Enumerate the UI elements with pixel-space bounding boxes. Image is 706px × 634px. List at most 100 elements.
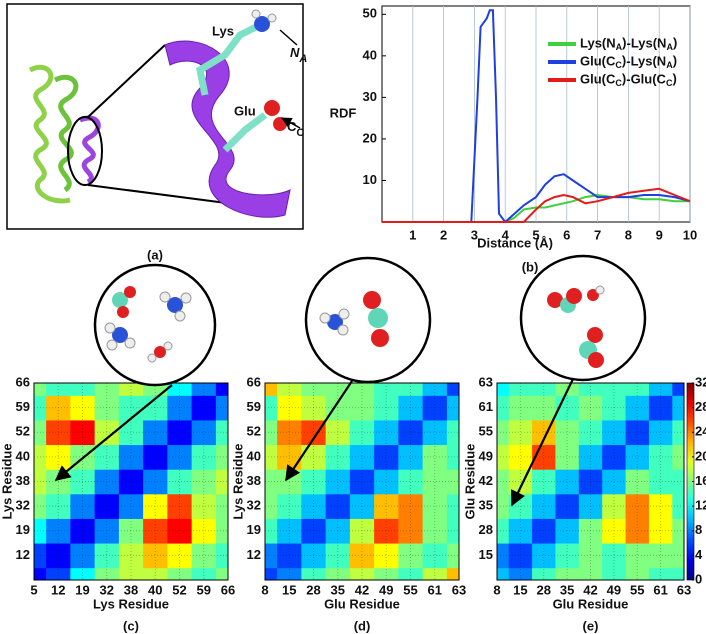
heat-cell xyxy=(215,419,228,446)
heat-cell xyxy=(301,469,327,495)
heat-cell xyxy=(191,383,217,396)
x-tick-label: 55 xyxy=(630,582,644,597)
heat-cell xyxy=(70,469,96,495)
heat-cell xyxy=(325,543,351,569)
heat-cell xyxy=(349,469,375,495)
heat-cell xyxy=(625,493,650,519)
heat-cell xyxy=(34,469,47,495)
x-tick-label: 42 xyxy=(583,582,597,597)
x-tick-label: 61 xyxy=(428,582,442,597)
heat-cell xyxy=(301,518,327,544)
heat-cell xyxy=(374,567,399,580)
heat-cell xyxy=(532,493,556,519)
heat-cell xyxy=(325,419,351,446)
heat-cell xyxy=(349,518,375,544)
heat-cell xyxy=(325,444,351,470)
y-tick-label: 40 xyxy=(247,448,261,463)
x-tick-label: 1 xyxy=(409,227,416,242)
heat-cell xyxy=(191,469,217,495)
y-tick-label: 42 xyxy=(479,473,493,488)
heat-cell xyxy=(277,518,302,544)
heat-cell xyxy=(349,493,375,519)
colorbar-label: 24 xyxy=(695,424,706,439)
legend-label: Lys(NA)-Lys(NA) xyxy=(580,35,677,52)
heat-cell xyxy=(143,567,168,580)
x-tick-label: 32 xyxy=(100,582,114,597)
heat-cell xyxy=(325,567,351,580)
heatmap: 8 15 28 35 42 49 55 61 63 15 28 35 42 49 55 61 63 Glu Res… xyxy=(462,374,706,633)
y-tick-label: 59 xyxy=(247,399,261,414)
heat-cell xyxy=(349,383,375,396)
heat-cell xyxy=(191,444,217,470)
y-tick-label: 38 xyxy=(247,473,261,488)
y-tick-label: 52 xyxy=(247,424,261,439)
heat-cell xyxy=(497,567,510,580)
y-tick-label: 40 xyxy=(16,448,30,463)
x-tick-label: 55 xyxy=(403,582,417,597)
heat-cell xyxy=(301,567,327,580)
legend-label: Glu(CC)-Glu(CC) xyxy=(580,71,677,88)
heat-cell xyxy=(555,444,580,470)
y-tick-label: 40 xyxy=(363,47,377,62)
heat-cell xyxy=(398,419,424,446)
heat-cell xyxy=(446,383,459,396)
heat-cell xyxy=(446,444,459,470)
rdf-line xyxy=(382,187,691,223)
heat-cell xyxy=(167,444,193,470)
y-tick-label: 63 xyxy=(479,374,493,389)
heat-cell xyxy=(215,518,228,544)
heat-cell xyxy=(265,383,278,396)
y-tick-label: 59 xyxy=(16,399,30,414)
heat-cell xyxy=(265,444,278,470)
heat-cell xyxy=(672,518,684,544)
x-tick-label: 5 xyxy=(532,227,539,242)
heat-cell xyxy=(422,518,448,544)
heat-cell xyxy=(398,469,424,495)
y-axis-label: Lys Residue xyxy=(0,443,14,519)
cells xyxy=(497,383,684,580)
heat-cell xyxy=(672,419,684,446)
heat-cell xyxy=(215,567,228,580)
heat-cell xyxy=(301,543,327,569)
heat-cell xyxy=(349,395,375,421)
x-tick-label: 66 xyxy=(221,582,235,597)
heat-cell xyxy=(277,567,302,580)
heat-cell xyxy=(672,567,684,580)
heat-cell xyxy=(167,383,193,396)
heat-cell xyxy=(398,395,424,421)
heat-cell xyxy=(191,395,217,421)
heat-cell xyxy=(374,419,399,446)
x-tick-label: 63 xyxy=(452,582,466,597)
heat-cell xyxy=(398,444,424,470)
heat-cell xyxy=(555,469,580,495)
heat-cell xyxy=(625,395,650,421)
heat-cell xyxy=(265,419,278,446)
colorbar-label: 8 xyxy=(695,522,702,537)
x-tick-label: 28 xyxy=(306,582,320,597)
y-axis-label: RDF xyxy=(330,105,357,120)
heat-cell xyxy=(446,395,459,421)
y-tick-label: 52 xyxy=(16,424,30,439)
heat-cell xyxy=(94,493,120,519)
heatmap: 8 15 28 35 42 49 55 61 63 12 19 32 38 40 52 59 66 Glu Res… xyxy=(230,374,466,633)
heat-cell xyxy=(374,543,399,569)
heat-cell xyxy=(532,567,556,580)
heat-cell xyxy=(497,493,510,519)
heat-cell xyxy=(578,419,603,446)
y-tick-label: 32 xyxy=(247,498,261,513)
panel-frame xyxy=(6,3,304,230)
heat-cell xyxy=(446,419,459,446)
x-tick-label: 15 xyxy=(513,582,527,597)
x-tick-label: 40 xyxy=(148,582,162,597)
heat-cell xyxy=(422,469,448,495)
heat-cell xyxy=(70,395,96,421)
heat-cell xyxy=(70,383,96,396)
x-tick-label: 15 xyxy=(282,582,296,597)
y-tick-label: 32 xyxy=(16,498,30,513)
heat-cell xyxy=(508,419,533,446)
x-tick-label: 8 xyxy=(493,582,500,597)
lys-label: Lys xyxy=(212,23,234,38)
heat-cell xyxy=(508,518,533,544)
